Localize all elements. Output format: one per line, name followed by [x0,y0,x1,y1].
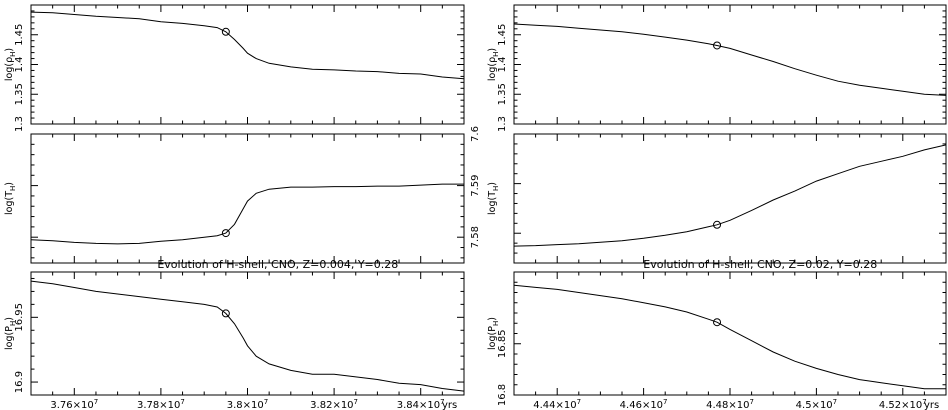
y-axis-label-sub: H [9,52,17,57]
y-tick-label: 1.3 [497,116,508,132]
y-tick-label: 1.4 [497,57,508,73]
y-axis-label: log(TH) [4,182,17,215]
plot-frame [30,4,465,125]
y-axis-label-main: log(P [487,326,498,350]
panel-left-top: 1.3 1.35 1.4 1.45 log(ρH) [4,4,465,132]
y-tick-label: 7.59 [470,174,481,196]
y-axis-label-main: log(P [4,326,15,350]
plot-frame [30,271,465,396]
y-axis-label-close: ) [4,48,15,52]
x-tick-mantissa: 3.76×10 [50,400,93,410]
y-axis-label-main: log(ρ [4,57,15,81]
y-axis-label-sub: H [9,321,17,326]
y-tick-label: 1.35 [497,83,508,105]
x-tick-mantissa: 3.82×10 [310,400,353,410]
y-tick-label: 1.4 [14,57,25,73]
x-tick-label: 4.44×107 [533,398,581,410]
y-tick-label: 16.8 [497,384,508,406]
plot-frame [513,271,947,396]
x-tick-exponent: 7 [354,398,358,406]
panel-caption: Evolution of H-shell, CNO, Z=0.004, Y=0.… [157,258,398,271]
y-axis-label-sub: H [492,52,500,57]
series-line [30,183,464,245]
y-axis-label-close: ) [4,182,15,186]
x-tick-label: 4.52×107 [879,398,927,410]
y-axis-label: log(PH) [487,317,500,350]
data-point-marker [221,229,230,238]
x-axis-label: yrs [924,400,939,410]
x-tick-exponent: 7 [922,398,926,406]
x-tick-exponent: 7 [749,398,753,406]
y-axis-label-sub: H [9,186,17,191]
y-tick-label: 16.85 [497,329,508,358]
x-axis-label: yrs [442,400,457,410]
series-line [513,284,946,390]
series-line [30,280,465,392]
x-tick-mantissa: 4.46×10 [620,400,663,410]
y-axis-label-close: ) [487,182,498,186]
y-tick-label: 16.95 [14,303,25,332]
y-axis-label: log(ρH) [4,48,17,81]
x-tick-label: 3.82×107 [310,398,358,410]
x-tick-exponent: 7 [180,398,184,406]
x-tick-mantissa: 4.52×10 [879,400,922,410]
y-axis-label: log(ρH) [487,48,500,81]
y-tick-label: 16.9 [14,371,25,393]
data-point-marker [221,27,230,36]
x-tick-exponent: 7 [94,398,98,406]
y-axis-label: log(TH) [487,182,500,215]
x-tick-label: 4.46×107 [620,398,668,410]
panel-left-middle: 7.58 7.59 7.6 log(TH) [4,126,481,264]
y-axis-label-close: ) [4,317,15,321]
x-tick-mantissa: 4.44×10 [533,400,576,410]
x-tick-label: 3.78×107 [137,398,185,410]
x-tick-label: 3.76×107 [50,398,98,410]
y-tick-label: 1.35 [14,83,25,105]
x-tick-mantissa: 3.8×10 [227,400,264,410]
x-tick-exponent: 7 [264,398,268,406]
data-point-marker [713,318,722,327]
x-tick-mantissa: 3.84×10 [397,400,440,410]
data-point-marker [713,41,722,50]
data-point-marker [713,220,722,229]
panel-right-middle: 7.527.537.54log(TH) [487,133,947,264]
x-tick-exponent: 7 [577,398,581,406]
x-tick-mantissa: 4.5×10 [796,400,833,410]
y-axis-label-close: ) [487,48,498,52]
x-tick-exponent: 7 [440,398,444,406]
x-tick-label: 3.8×107 [227,398,268,410]
y-axis-label: log(PH) [4,317,17,350]
y-axis-label-sub: H [492,321,500,326]
y-axis-label-main: log(ρ [487,57,498,81]
y-tick-label: 1.3 [14,116,25,132]
data-point-marker [221,309,230,318]
y-tick-label: 1.45 [14,24,25,46]
y-axis-label-main: log(T [4,191,15,215]
x-tick-mantissa: 4.48×10 [706,400,749,410]
panel-caption: Evolution of H-shell, CNO, Z=0.02, Y=0.2… [643,258,877,271]
x-tick-exponent: 7 [833,398,837,406]
series-line [30,11,465,80]
x-tick-exponent: 7 [663,398,667,406]
x-tick-mantissa: 3.78×10 [137,400,180,410]
x-tick-label: 4.48×107 [706,398,754,410]
y-axis-label-close: ) [487,317,498,321]
y-axis-label-sub: H [492,186,500,191]
y-axis-label-main: log(T [487,191,498,215]
y-tick-label: 7.58 [470,226,481,248]
series-line [513,23,947,96]
y-tick-label: 1.45 [497,24,508,46]
x-tick-label: 3.84×107 [397,398,445,410]
series-line [513,144,947,247]
y-tick-label: 7.6 [470,126,481,142]
x-tick-label: 4.5×107 [796,398,837,410]
panel-right-top: 1.3 1.35 1.4 1.45 log(ρH) [487,4,947,132]
plot-frame [513,4,947,125]
